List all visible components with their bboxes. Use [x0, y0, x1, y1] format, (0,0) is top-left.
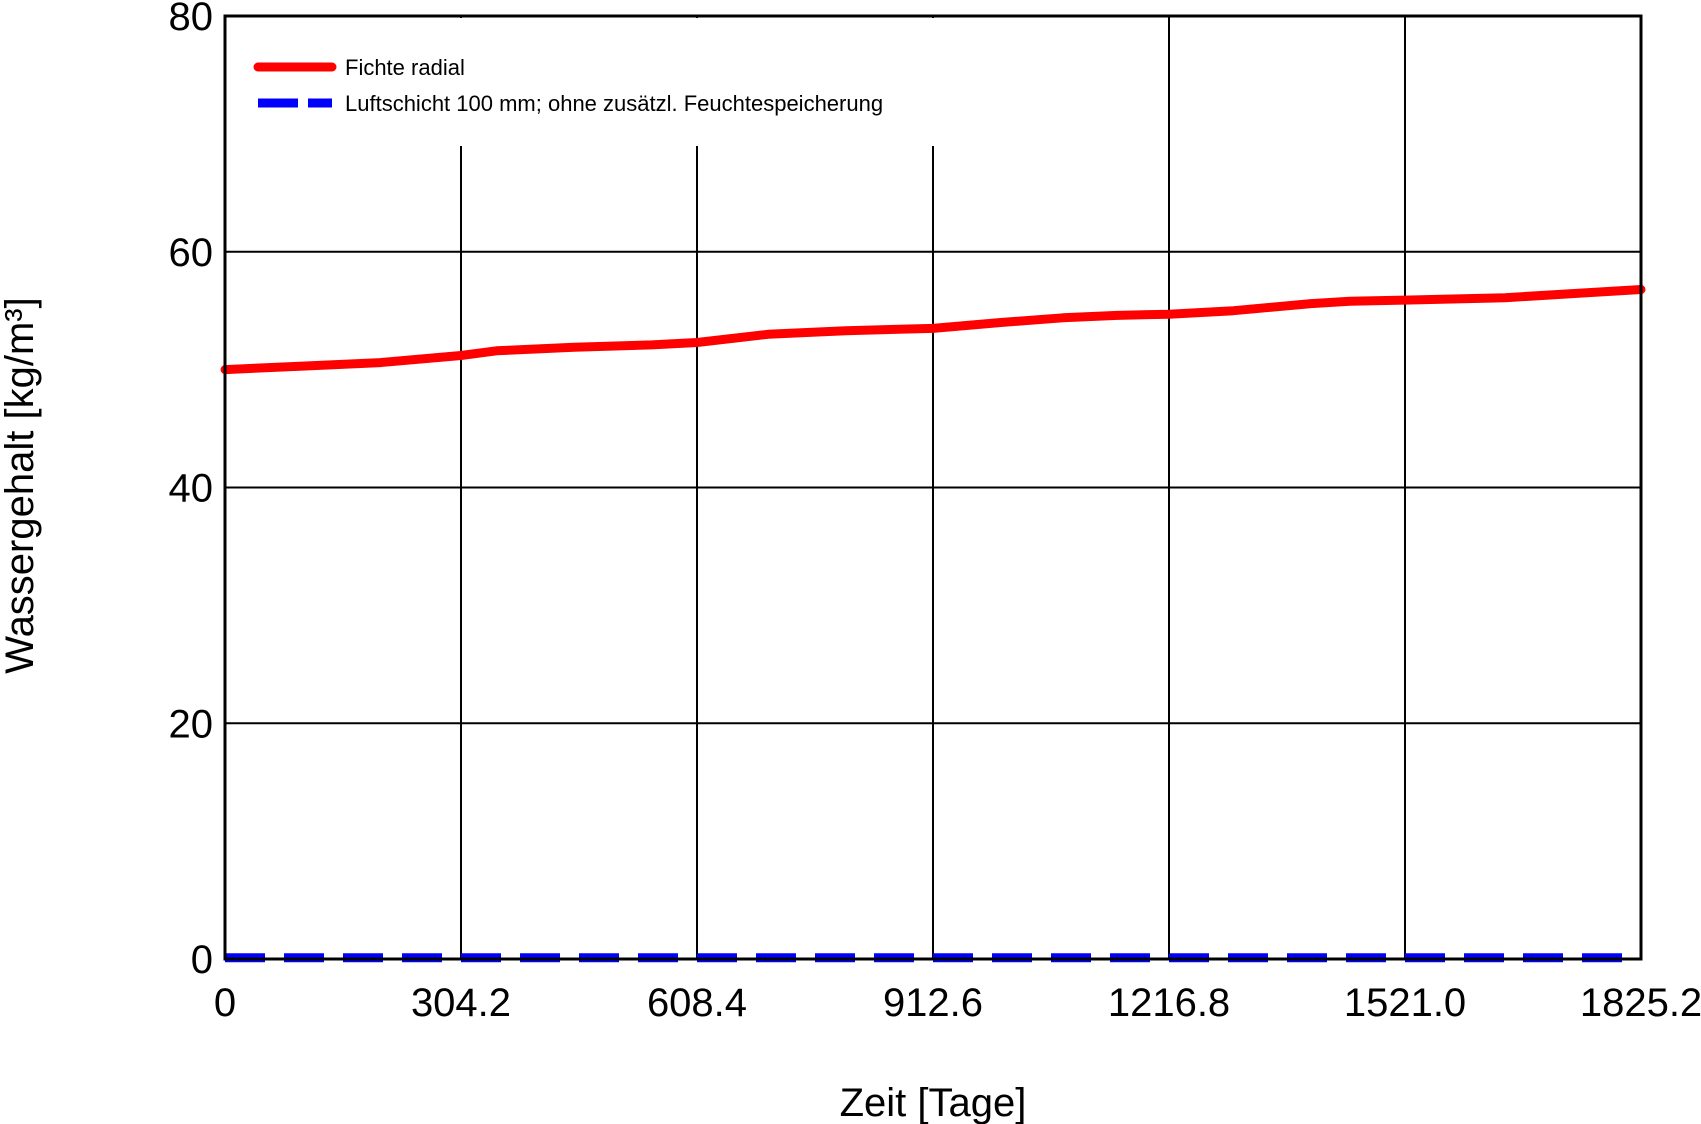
- x-tick-label: 0: [214, 981, 236, 1025]
- x-tick-label: 1521.0: [1344, 981, 1466, 1025]
- y-tick-label: 80: [169, 0, 214, 39]
- y-axis-title: Wassergehalt [kg/m³]: [0, 297, 42, 673]
- series-line-1: [220, 285, 1646, 375]
- legend-background: [227, 18, 987, 146]
- y-tick-labels: 0 20 40 60 80: [169, 0, 214, 982]
- y-tick-label: 0: [191, 938, 213, 982]
- x-tick-label: 608.4: [647, 981, 747, 1025]
- legend: Fichte radial Luftschicht 100 mm; ohne zu…: [253, 55, 883, 116]
- x-tick-label: 912.6: [883, 981, 983, 1025]
- x-tick-label: 1216.8: [1108, 981, 1230, 1025]
- y-tick-label: 20: [169, 702, 214, 746]
- y-tick-label: 60: [169, 231, 214, 275]
- plot-frame: [223, 14, 1643, 961]
- y-tick-label: 40: [169, 467, 214, 511]
- legend-label: Luftschicht 100 mm; ohne zusätzl. Feucht…: [345, 91, 883, 116]
- x-axis-title: Zeit [Tage]: [840, 1081, 1027, 1124]
- x-tick-label: 1825.2: [1580, 981, 1701, 1025]
- x-tick-labels: 0 304.2 608.4 912.6 1216.8 1521.0 1825.2: [214, 981, 1701, 1025]
- x-tick-label: 304.2: [411, 981, 511, 1025]
- legend-label: Fichte radial: [345, 55, 465, 80]
- grid-lines: [225, 16, 1641, 959]
